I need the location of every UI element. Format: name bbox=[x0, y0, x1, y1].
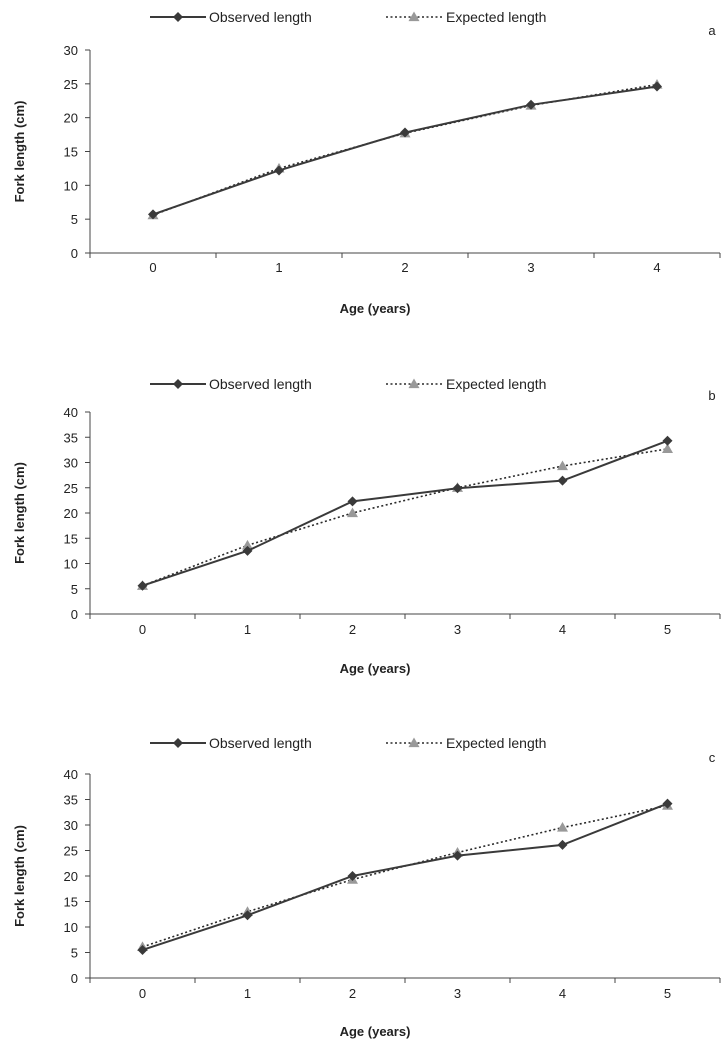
y-axis-title: Fork length (cm) bbox=[12, 101, 27, 203]
y-tick-label: 5 bbox=[71, 212, 78, 227]
y-tick-label: 40 bbox=[64, 767, 78, 782]
y-tick-label: 30 bbox=[64, 456, 78, 471]
x-tick-label: 1 bbox=[275, 260, 282, 275]
y-tick-label: 35 bbox=[64, 793, 78, 808]
legend-expected-marker bbox=[408, 11, 420, 22]
legend-expected-label: Expected length bbox=[446, 9, 546, 25]
panel-a: 0 5 10 15 20 25 30 0 1 2 3 4 Age (years) Fork length … bbox=[12, 9, 721, 316]
panel-c: 0 5 10 15 20 25 30 35 40 0 1 2 3 4 5 Age (years) Fork le… bbox=[12, 735, 721, 1039]
x-tick-label: 4 bbox=[653, 260, 660, 275]
expected-series-line bbox=[142, 804, 668, 948]
x-axis-title: Age (years) bbox=[340, 661, 411, 676]
x-tick-label: 3 bbox=[527, 260, 534, 275]
x-tick-label: 4 bbox=[559, 622, 566, 637]
observed-point bbox=[137, 944, 148, 955]
y-axis-title: Fork length (cm) bbox=[12, 825, 27, 927]
x-tick-label: 4 bbox=[559, 986, 566, 1001]
legend-expected-label: Expected length bbox=[446, 735, 546, 751]
legend-expected-label: Expected length bbox=[446, 376, 546, 392]
panel-letter: a bbox=[708, 23, 716, 38]
observed-point bbox=[400, 127, 410, 138]
observed-point bbox=[557, 839, 568, 850]
x-axis-title: Age (years) bbox=[340, 1024, 411, 1039]
observed-point bbox=[137, 580, 148, 591]
legend-expected-marker bbox=[408, 378, 420, 389]
x-tick-label: 0 bbox=[149, 260, 156, 275]
legend-observed-marker bbox=[173, 12, 183, 22]
expected-point bbox=[242, 539, 253, 550]
legend: Observed length Expected length bbox=[150, 9, 546, 25]
y-tick-label: 40 bbox=[64, 405, 78, 420]
observed-point bbox=[347, 871, 358, 881]
y-tick-label: 30 bbox=[64, 818, 78, 833]
legend: Observed length Expected length bbox=[150, 376, 546, 392]
x-tick-label: 2 bbox=[349, 986, 356, 1001]
x-tick-label: 5 bbox=[664, 622, 671, 637]
y-tick-label: 0 bbox=[71, 971, 78, 986]
y-tick-label: 30 bbox=[64, 43, 78, 58]
observed-point bbox=[557, 475, 568, 486]
observed-series-line bbox=[152, 85, 658, 216]
legend-observed-label: Observed length bbox=[209, 9, 312, 25]
x-tick-label: 2 bbox=[349, 622, 356, 637]
y-tick-label: 15 bbox=[64, 531, 78, 546]
y-tick-label: 10 bbox=[64, 178, 78, 193]
x-tick-label: 3 bbox=[454, 986, 461, 1001]
y-tick-label: 5 bbox=[71, 582, 78, 597]
x-tick-label: 0 bbox=[139, 986, 146, 1001]
expected-point bbox=[347, 507, 358, 518]
x-tick-label: 1 bbox=[244, 986, 251, 1001]
y-tick-label: 35 bbox=[64, 430, 78, 445]
y-tick-label: 0 bbox=[71, 246, 78, 261]
panel-b: 0 5 10 15 20 25 30 35 40 0 1 2 3 4 5 Age (years) Fork le… bbox=[12, 376, 721, 676]
observed-point bbox=[274, 165, 284, 176]
x-tick-label: 2 bbox=[401, 260, 408, 275]
legend-observed-label: Observed length bbox=[209, 376, 312, 392]
y-tick-label: 10 bbox=[64, 920, 78, 935]
legend-expected-marker bbox=[408, 737, 420, 748]
x-axis-title: Age (years) bbox=[340, 301, 411, 316]
expected-point bbox=[662, 443, 673, 453]
observed-point bbox=[148, 209, 158, 220]
observed-point bbox=[242, 545, 253, 556]
observed-series-line bbox=[142, 439, 668, 587]
legend-observed-marker bbox=[173, 738, 183, 748]
y-tick-label: 15 bbox=[64, 145, 78, 160]
observed-point bbox=[662, 435, 673, 446]
observed-point bbox=[526, 99, 536, 110]
observed-point bbox=[652, 81, 662, 92]
y-tick-label: 25 bbox=[64, 481, 78, 496]
legend: Observed length Expected length bbox=[150, 735, 546, 751]
observed-point bbox=[452, 850, 463, 861]
y-tick-label: 25 bbox=[64, 77, 78, 92]
legend-observed-label: Observed length bbox=[209, 735, 312, 751]
expected-point bbox=[557, 460, 568, 471]
x-tick-label: 0 bbox=[139, 622, 146, 637]
y-axis-title: Fork length (cm) bbox=[12, 462, 27, 564]
observed-point bbox=[242, 910, 253, 921]
observed-point bbox=[347, 496, 358, 507]
x-tick-label: 5 bbox=[664, 986, 671, 1001]
observed-series-line bbox=[142, 802, 668, 951]
panel-letter: c bbox=[709, 750, 716, 765]
x-tick-label: 1 bbox=[244, 622, 251, 637]
expected-series-line bbox=[152, 83, 658, 216]
y-tick-label: 20 bbox=[64, 506, 78, 521]
panel-letter: b bbox=[708, 388, 715, 403]
x-tick-label: 3 bbox=[454, 622, 461, 637]
observed-point bbox=[452, 483, 463, 494]
observed-point bbox=[662, 798, 673, 809]
expected-series-line bbox=[142, 448, 668, 587]
y-tick-label: 25 bbox=[64, 844, 78, 859]
y-tick-label: 5 bbox=[71, 946, 78, 961]
legend-observed-marker bbox=[173, 379, 183, 389]
y-tick-label: 15 bbox=[64, 895, 78, 910]
expected-point bbox=[557, 822, 568, 832]
y-tick-label: 20 bbox=[64, 111, 78, 126]
y-tick-label: 0 bbox=[71, 607, 78, 622]
y-tick-label: 20 bbox=[64, 869, 78, 884]
y-tick-label: 10 bbox=[64, 557, 78, 572]
